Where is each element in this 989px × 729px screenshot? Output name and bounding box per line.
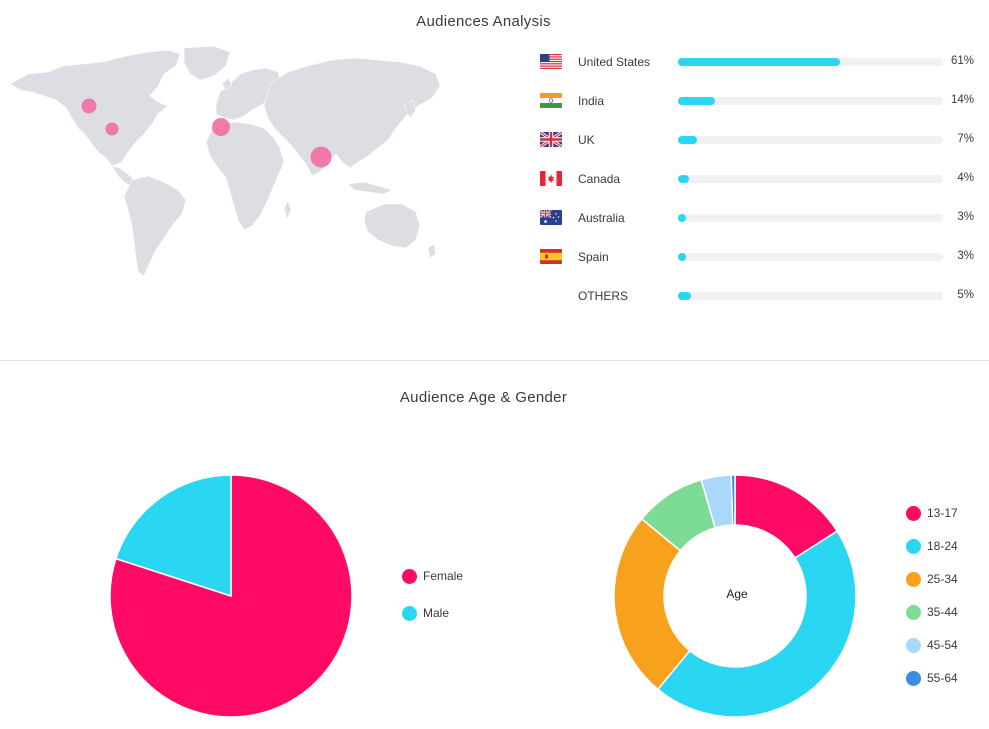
pie-slice-male[interactable] [114, 474, 232, 598]
share-percent: 61% [950, 55, 974, 67]
donut-center-label: Age [726, 587, 748, 601]
australia-flag-icon [540, 210, 562, 225]
legend-swatch [906, 638, 921, 653]
legend-label: 18-24 [927, 539, 958, 553]
country-name: United States [578, 55, 651, 69]
gender-pie-chart [109, 474, 353, 718]
world-map [9, 45, 441, 277]
legend-swatch [906, 671, 921, 686]
share-percent: 3% [957, 211, 974, 223]
spain-flag-icon [540, 249, 562, 264]
country-row: India 14% [540, 92, 980, 112]
legend-swatch [906, 506, 921, 521]
map-marker-united-states[interactable] [105, 122, 119, 136]
audiences-analysis-title: Audiences Analysis [416, 13, 551, 30]
legend-swatch [906, 572, 921, 587]
country-row: Spain 3% [540, 248, 980, 268]
legend-label: Male [423, 606, 450, 620]
pie-slice-25-34[interactable] [613, 517, 691, 691]
country-name: Australia [578, 211, 625, 225]
us-flag-icon [540, 54, 562, 69]
share-percent: 7% [957, 133, 974, 145]
legend-label: 25-34 [927, 572, 958, 586]
age-donut-chart [613, 474, 857, 718]
share-bar-fill [678, 175, 689, 183]
share-percent: 5% [957, 289, 974, 301]
pie-slice-18-24[interactable] [656, 530, 857, 718]
country-name: Canada [578, 172, 621, 186]
share-bar-track [678, 175, 943, 183]
canada-flag-icon [540, 171, 562, 186]
share-bar-fill [678, 58, 840, 66]
map-marker-spain[interactable] [212, 118, 230, 136]
share-percent: 4% [957, 172, 974, 184]
share-percent: 3% [957, 250, 974, 262]
share-bar-track [678, 292, 943, 300]
legend-swatch [906, 539, 921, 554]
share-bar-track [678, 58, 943, 66]
legend-label: 35-44 [927, 605, 958, 619]
share-bar-fill [678, 253, 686, 261]
share-bar-fill [678, 292, 692, 300]
country-name: India [578, 94, 605, 108]
share-bar-fill [678, 214, 686, 222]
pie-slice-55-64[interactable] [730, 474, 736, 526]
legend-swatch [906, 605, 921, 620]
country-row: Canada 4% [540, 170, 980, 190]
legend-label: Female [423, 569, 464, 583]
share-percent: 14% [950, 94, 974, 106]
legend-label: 55-64 [927, 671, 958, 685]
share-bar-track [678, 97, 943, 105]
country-name: UK [578, 133, 595, 147]
share-bar-track [678, 253, 943, 261]
country-name: OTHERS [578, 289, 629, 303]
country-name: Spain [578, 250, 609, 264]
country-row: United States 61% [540, 53, 980, 73]
map-marker-india[interactable] [310, 146, 332, 168]
share-bar-track [678, 214, 943, 222]
country-row: UK 7% [540, 131, 980, 151]
legend-label: 13-17 [927, 506, 958, 520]
legend-swatch-female [402, 569, 417, 584]
country-row: OTHERS 5% [540, 287, 980, 307]
section-divider [0, 360, 989, 361]
share-bar-fill [678, 97, 716, 105]
audience-age-gender-title: Audience Age & Gender [399, 389, 568, 406]
share-bar-track [678, 136, 943, 144]
share-bar-fill [678, 136, 697, 144]
legend-swatch-male [402, 606, 417, 621]
uk-flag-icon [540, 132, 562, 147]
india-flag-icon [540, 93, 562, 108]
legend-label: 45-54 [927, 638, 958, 652]
map-marker-canada[interactable] [81, 98, 97, 114]
country-row: Australia 3% [540, 209, 980, 229]
